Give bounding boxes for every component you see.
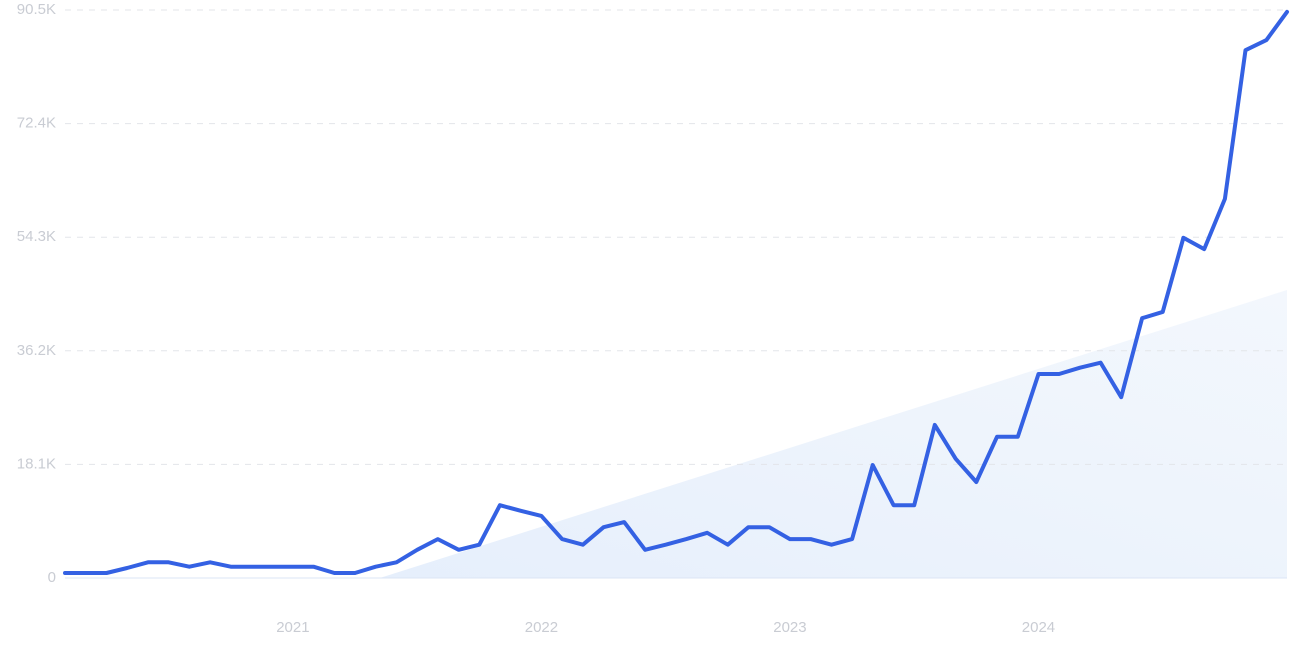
- y-tick-label: 90.5K: [17, 1, 56, 18]
- y-tick-label: 54.3K: [17, 228, 56, 245]
- x-tick-label: 2022: [525, 619, 558, 636]
- line: [63, 9, 1289, 575]
- x-tick-label: 2024: [1022, 619, 1055, 636]
- y-tick-label: 18.1K: [17, 455, 56, 472]
- trend-area: [380, 290, 1287, 578]
- x-tick-label: 2021: [276, 619, 309, 636]
- y-tick-label: 36.2K: [17, 342, 56, 359]
- x-tick-label: 2023: [773, 619, 806, 636]
- y-tick-label: 72.4K: [17, 115, 56, 132]
- y-tick-label: 0: [48, 569, 56, 586]
